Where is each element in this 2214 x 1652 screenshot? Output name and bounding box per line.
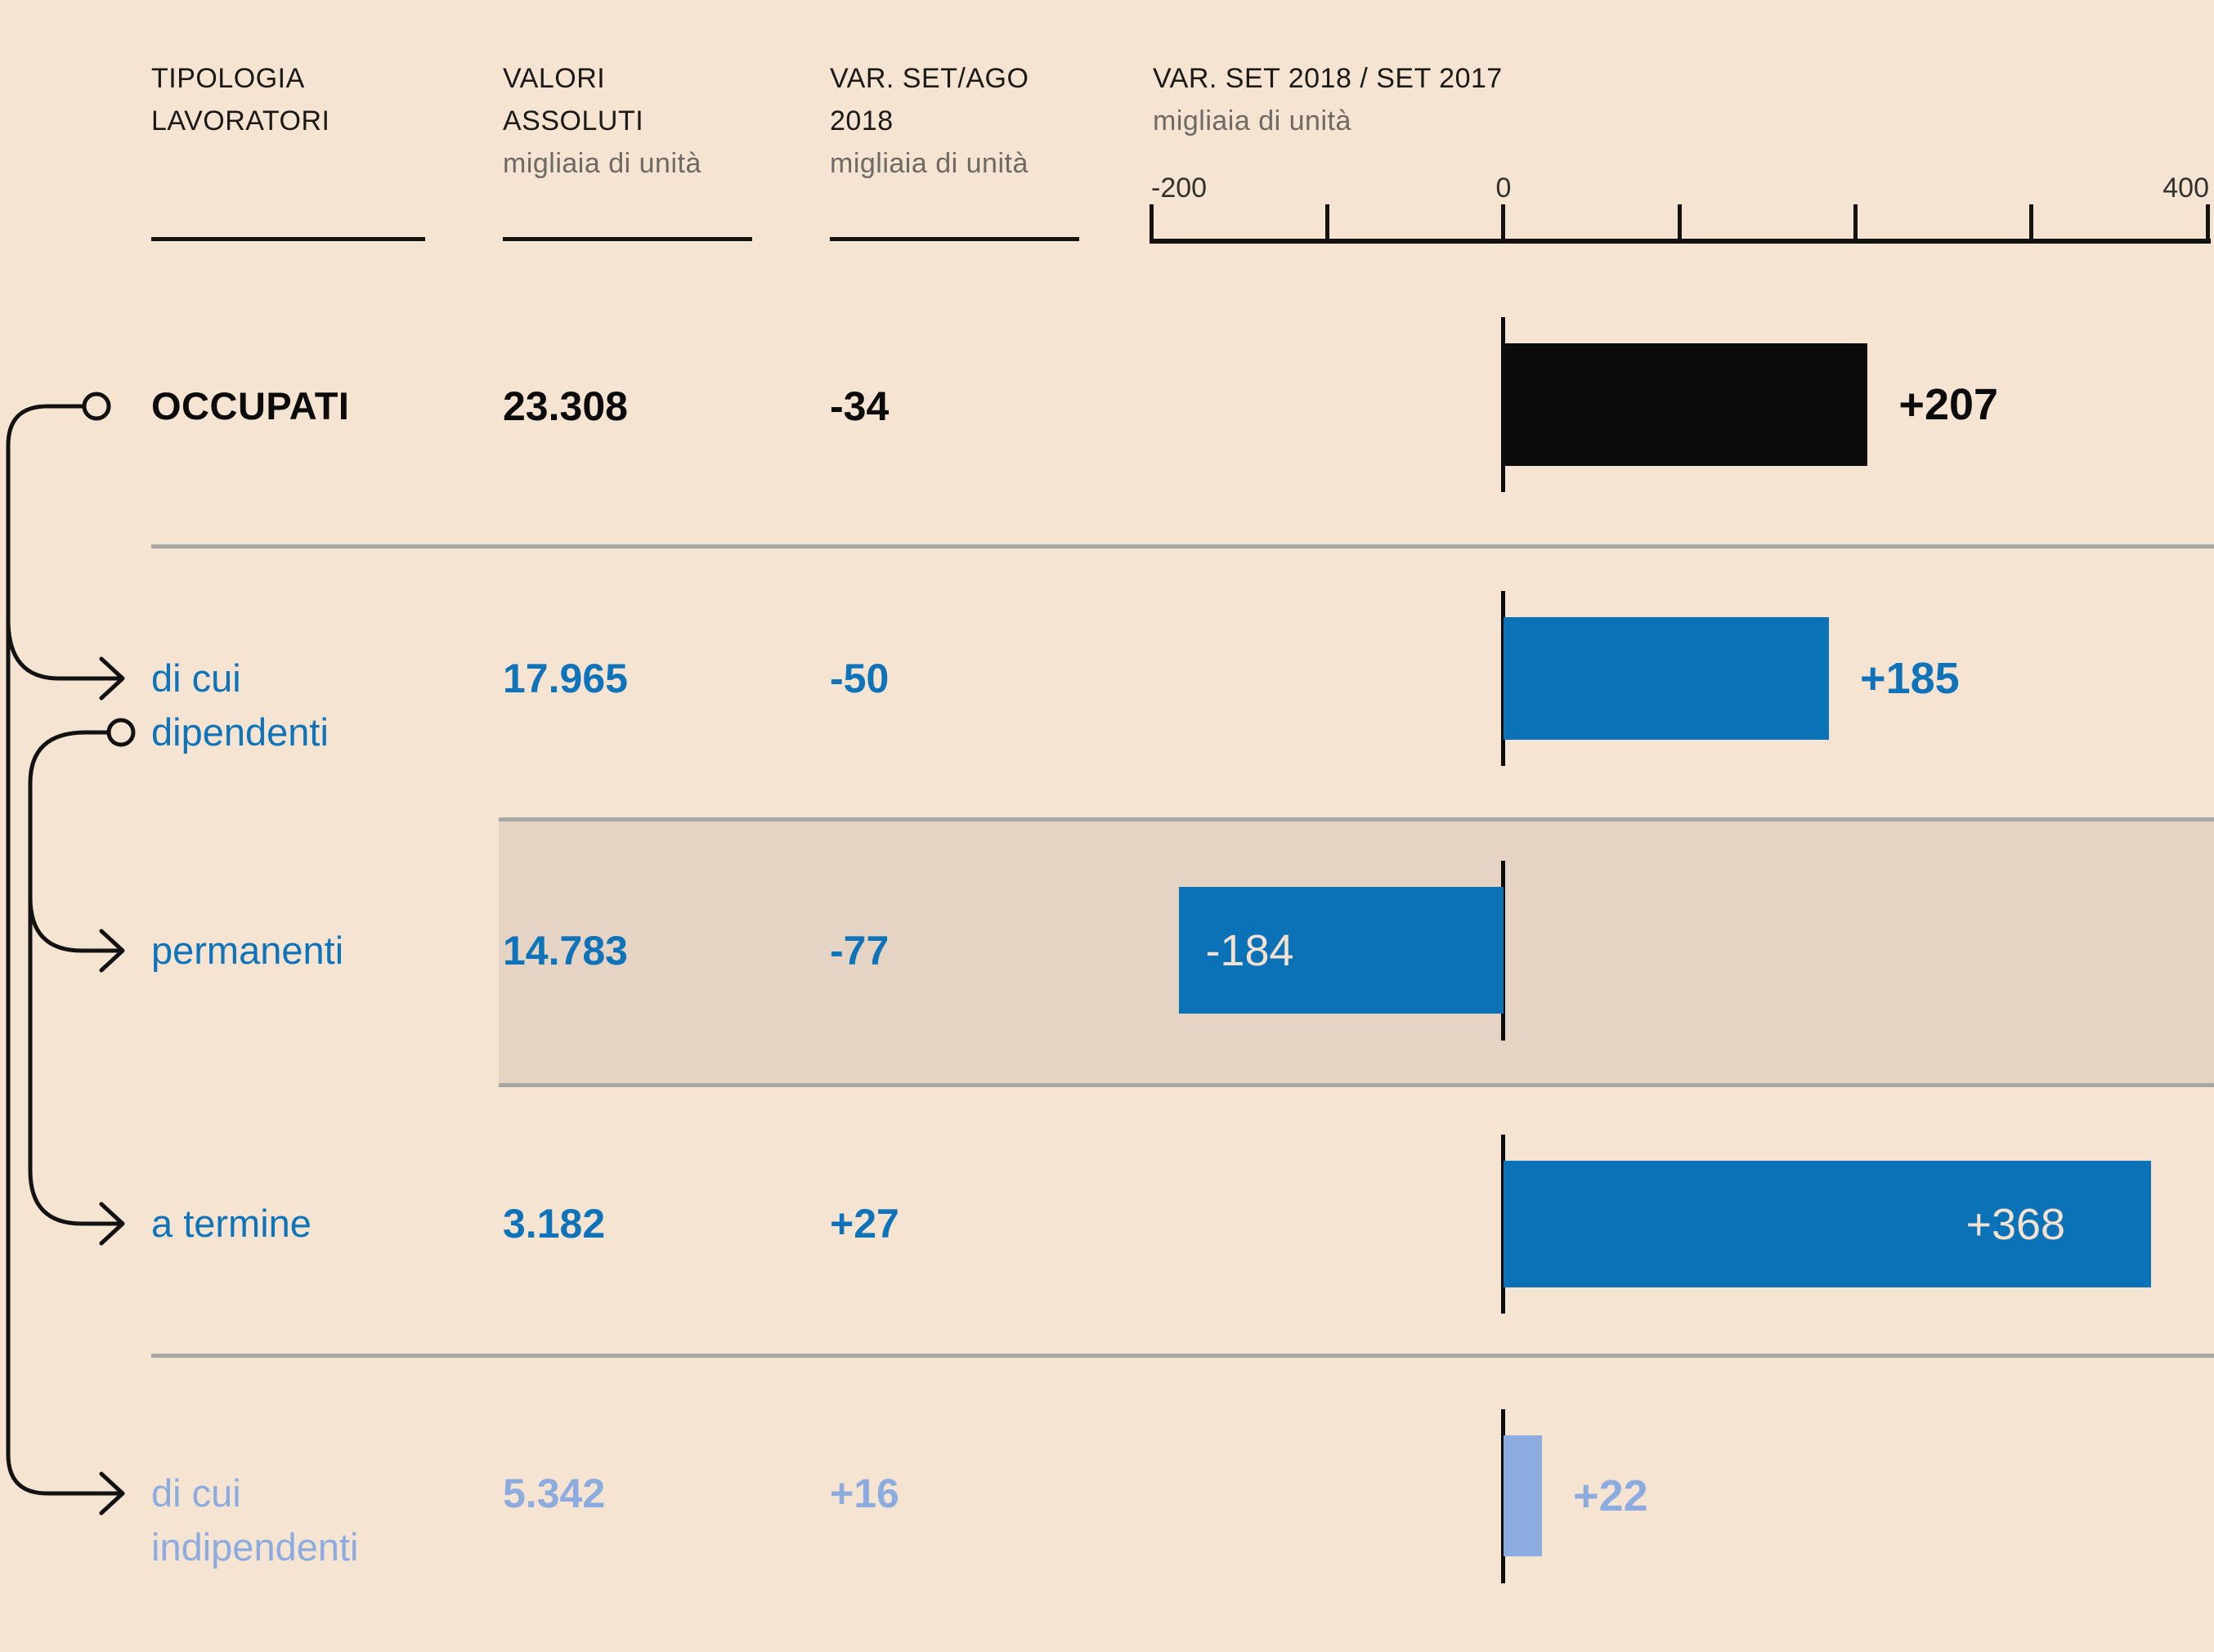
zero-baseline xyxy=(1501,1409,1505,1583)
node-ring-occupati xyxy=(82,392,111,421)
value-assoluti-indipendenti: 5.342 xyxy=(503,1471,606,1516)
row-label-indipendenti: di cui indipendenti xyxy=(151,1471,359,1569)
connector-occupati-children xyxy=(6,404,120,1496)
arrowhead-a-termine xyxy=(99,1202,125,1246)
zero-baseline xyxy=(1501,591,1505,766)
zero-baseline xyxy=(1501,1135,1505,1314)
header-underline xyxy=(503,237,752,241)
header-unit: migliaia di unità xyxy=(830,148,1029,179)
x-axis-tick xyxy=(1677,204,1682,240)
axis-tick-label-min: -200 xyxy=(1151,172,1208,204)
row-separator xyxy=(151,544,2214,548)
bar-value-a-termine: +368 xyxy=(1965,1199,2066,1249)
column-header-tipologia: TIPOLOGIA LAVORATORI xyxy=(151,57,330,142)
bar-occupati xyxy=(1503,343,1868,466)
value-var-mese-a-termine: +27 xyxy=(830,1201,899,1247)
x-axis-tick xyxy=(1501,204,1506,240)
header-line: TIPOLOGIA xyxy=(151,63,305,94)
node-ring-dipendenti xyxy=(106,718,136,747)
bar-value-occupati: +207 xyxy=(1898,380,1999,429)
header-unit: migliaia di unità xyxy=(503,148,701,179)
bar-value-indipendenti: +22 xyxy=(1573,1471,1648,1520)
header-underline xyxy=(151,237,425,241)
value-assoluti-occupati: 23.308 xyxy=(503,383,628,429)
header-underline xyxy=(830,237,1079,241)
column-header-valori-assoluti: VALORI ASSOLUTI migliaia di unità xyxy=(503,57,701,185)
zero-baseline xyxy=(1501,317,1505,492)
row-label-occupati: OCCUPATI xyxy=(151,384,350,428)
row-separator xyxy=(151,1354,2214,1358)
axis-tick-label-zero: 0 xyxy=(1495,172,1512,204)
value-var-mese-occupati: -34 xyxy=(830,383,890,429)
x-axis-line xyxy=(1150,239,2211,244)
bar-dipendenti xyxy=(1503,617,1830,740)
header-line: VALORI xyxy=(503,63,606,94)
connector-dipendenti-children xyxy=(28,730,120,1226)
column-header-var-mensile: VAR. SET/AGO 2018 migliaia di unità xyxy=(830,57,1029,185)
row-label-permanenti: permanenti xyxy=(151,929,344,972)
connector-branch-dipendenti xyxy=(6,617,120,681)
x-axis-tick xyxy=(2029,204,2034,240)
header-unit: migliaia di unità xyxy=(1153,105,1351,137)
value-var-mese-dipendenti: -50 xyxy=(830,656,890,701)
header-line: ASSOLUTI xyxy=(503,105,644,137)
x-axis-tick xyxy=(2205,204,2210,240)
bar-value-dipendenti: +185 xyxy=(1860,654,1960,703)
arrowhead-indipendenti xyxy=(99,1471,125,1515)
axis-tick-label-max: 400 xyxy=(2162,172,2209,204)
bar-value-permanenti: -184 xyxy=(1205,925,1294,975)
chart-title: VAR. SET 2018 / SET 2017 xyxy=(1153,63,1503,94)
x-axis-tick xyxy=(1149,204,1154,240)
arrowhead-dipendenti xyxy=(99,656,125,701)
value-assoluti-a-termine: 3.182 xyxy=(503,1201,606,1247)
value-var-mese-indipendenti: +16 xyxy=(830,1471,899,1516)
row-label-dipendenti: di cui dipendenti xyxy=(151,656,329,754)
value-assoluti-permanenti: 14.783 xyxy=(503,928,628,974)
connector-branch-permanenti xyxy=(28,895,120,953)
column-header-var-annuale: VAR. SET 2018 / SET 2017 migliaia di uni… xyxy=(1153,57,1503,142)
x-axis-tick xyxy=(1853,204,1858,240)
row-label-a-termine: a termine xyxy=(151,1202,311,1245)
x-axis-tick xyxy=(1324,204,1329,240)
value-assoluti-dipendenti: 17.965 xyxy=(503,656,628,701)
header-line: VAR. SET/AGO xyxy=(830,63,1029,94)
bar-indipendenti xyxy=(1503,1435,1543,1556)
header-line: LAVORATORI xyxy=(151,105,330,137)
bar-permanenti: -184 xyxy=(1179,887,1504,1014)
arrowhead-permanenti xyxy=(99,929,125,973)
header-line: 2018 xyxy=(830,105,894,137)
bar-a-termine: +368 xyxy=(1503,1161,2152,1287)
value-var-mese-permanenti: -77 xyxy=(830,928,890,974)
